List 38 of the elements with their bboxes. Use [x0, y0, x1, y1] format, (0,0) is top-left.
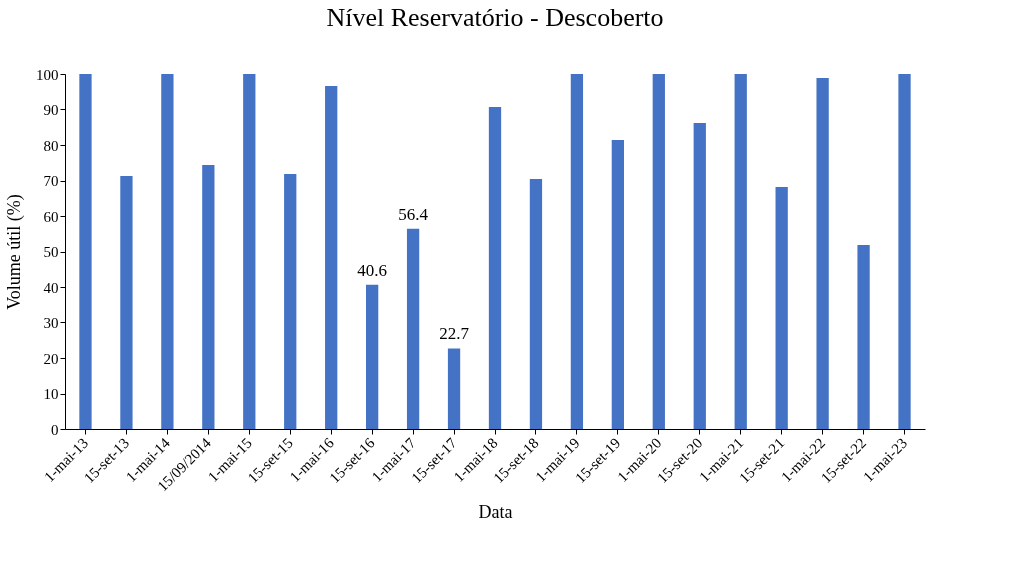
bar [325, 86, 338, 429]
y-axis-title: Volume útil (%) [4, 194, 25, 310]
bar [529, 179, 543, 429]
bar [734, 74, 747, 429]
bar [652, 74, 665, 429]
bar [79, 74, 92, 429]
y-tick-label: 60 [43, 208, 59, 225]
bar [202, 164, 215, 429]
x-axis-title: Data [478, 502, 513, 523]
bar [243, 74, 256, 429]
y-tick-label: 50 [43, 244, 59, 260]
data-label: 56.4 [398, 204, 429, 224]
bar [406, 228, 420, 429]
bar [488, 107, 502, 429]
y-tick-label: 70 [43, 173, 59, 189]
bar [693, 122, 706, 429]
bar [857, 245, 870, 429]
y-tick-label: 20 [43, 350, 59, 367]
bar [447, 348, 461, 429]
y-tick-label: 90 [43, 102, 59, 118]
bar [161, 74, 174, 429]
y-tick-label: 0 [51, 421, 59, 438]
bar [120, 175, 133, 429]
bar [816, 77, 829, 429]
y-tick-label: 30 [43, 315, 59, 331]
y-tick-label: 40 [43, 279, 59, 296]
y-tick-label: 100 [36, 66, 59, 83]
data-label: 40.6 [357, 260, 388, 280]
bar [570, 74, 584, 429]
bar [366, 284, 379, 429]
bar [898, 74, 911, 429]
y-tick-label: 10 [43, 386, 59, 402]
bar [611, 140, 624, 429]
chart-title: Nível Reservatório - Descoberto [326, 3, 664, 32]
bar [284, 174, 297, 429]
bar [775, 186, 788, 429]
data-label: 22.7 [439, 324, 470, 344]
y-tick-label: 80 [43, 137, 59, 154]
